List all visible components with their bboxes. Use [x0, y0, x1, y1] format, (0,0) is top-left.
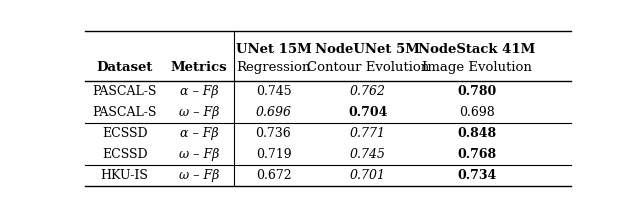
Text: 0.701: 0.701 — [349, 169, 386, 182]
Text: NodeStack 41M: NodeStack 41M — [418, 43, 536, 56]
Text: ECSSD: ECSSD — [102, 127, 147, 140]
Text: 0.698: 0.698 — [459, 106, 495, 119]
Text: 0.762: 0.762 — [349, 85, 386, 98]
Text: ω – Fβ: ω – Fβ — [179, 169, 220, 182]
Text: HKU-IS: HKU-IS — [100, 169, 148, 182]
Text: ω – Fβ: ω – Fβ — [179, 106, 220, 119]
Text: Metrics: Metrics — [171, 61, 227, 74]
Text: 0.719: 0.719 — [255, 148, 291, 161]
Text: NodeUNet 5M: NodeUNet 5M — [316, 43, 420, 56]
Text: 0.704: 0.704 — [348, 106, 387, 119]
Text: UNet 15M: UNet 15M — [236, 43, 311, 56]
Text: 0.848: 0.848 — [457, 127, 497, 140]
Text: PASCAL-S: PASCAL-S — [92, 106, 157, 119]
Text: Regression: Regression — [236, 61, 310, 74]
Text: ω – Fβ: ω – Fβ — [179, 148, 220, 161]
Text: 0.745: 0.745 — [255, 85, 291, 98]
Text: 0.780: 0.780 — [457, 85, 497, 98]
Text: PASCAL-S: PASCAL-S — [92, 85, 157, 98]
Text: 0.672: 0.672 — [255, 169, 291, 182]
Text: α – Fβ: α – Fβ — [180, 127, 218, 140]
Text: Dataset: Dataset — [97, 61, 153, 74]
Text: 0.736: 0.736 — [255, 127, 291, 140]
Text: α – Fβ: α – Fβ — [180, 85, 218, 98]
Text: 0.696: 0.696 — [255, 106, 291, 119]
Text: Image Evolution: Image Evolution — [422, 61, 532, 74]
Text: 0.745: 0.745 — [349, 148, 386, 161]
Text: ECSSD: ECSSD — [102, 148, 147, 161]
Text: Contour Evolution: Contour Evolution — [307, 61, 429, 74]
Text: 0.734: 0.734 — [457, 169, 497, 182]
Text: 0.768: 0.768 — [457, 148, 497, 161]
Text: 0.771: 0.771 — [349, 127, 386, 140]
